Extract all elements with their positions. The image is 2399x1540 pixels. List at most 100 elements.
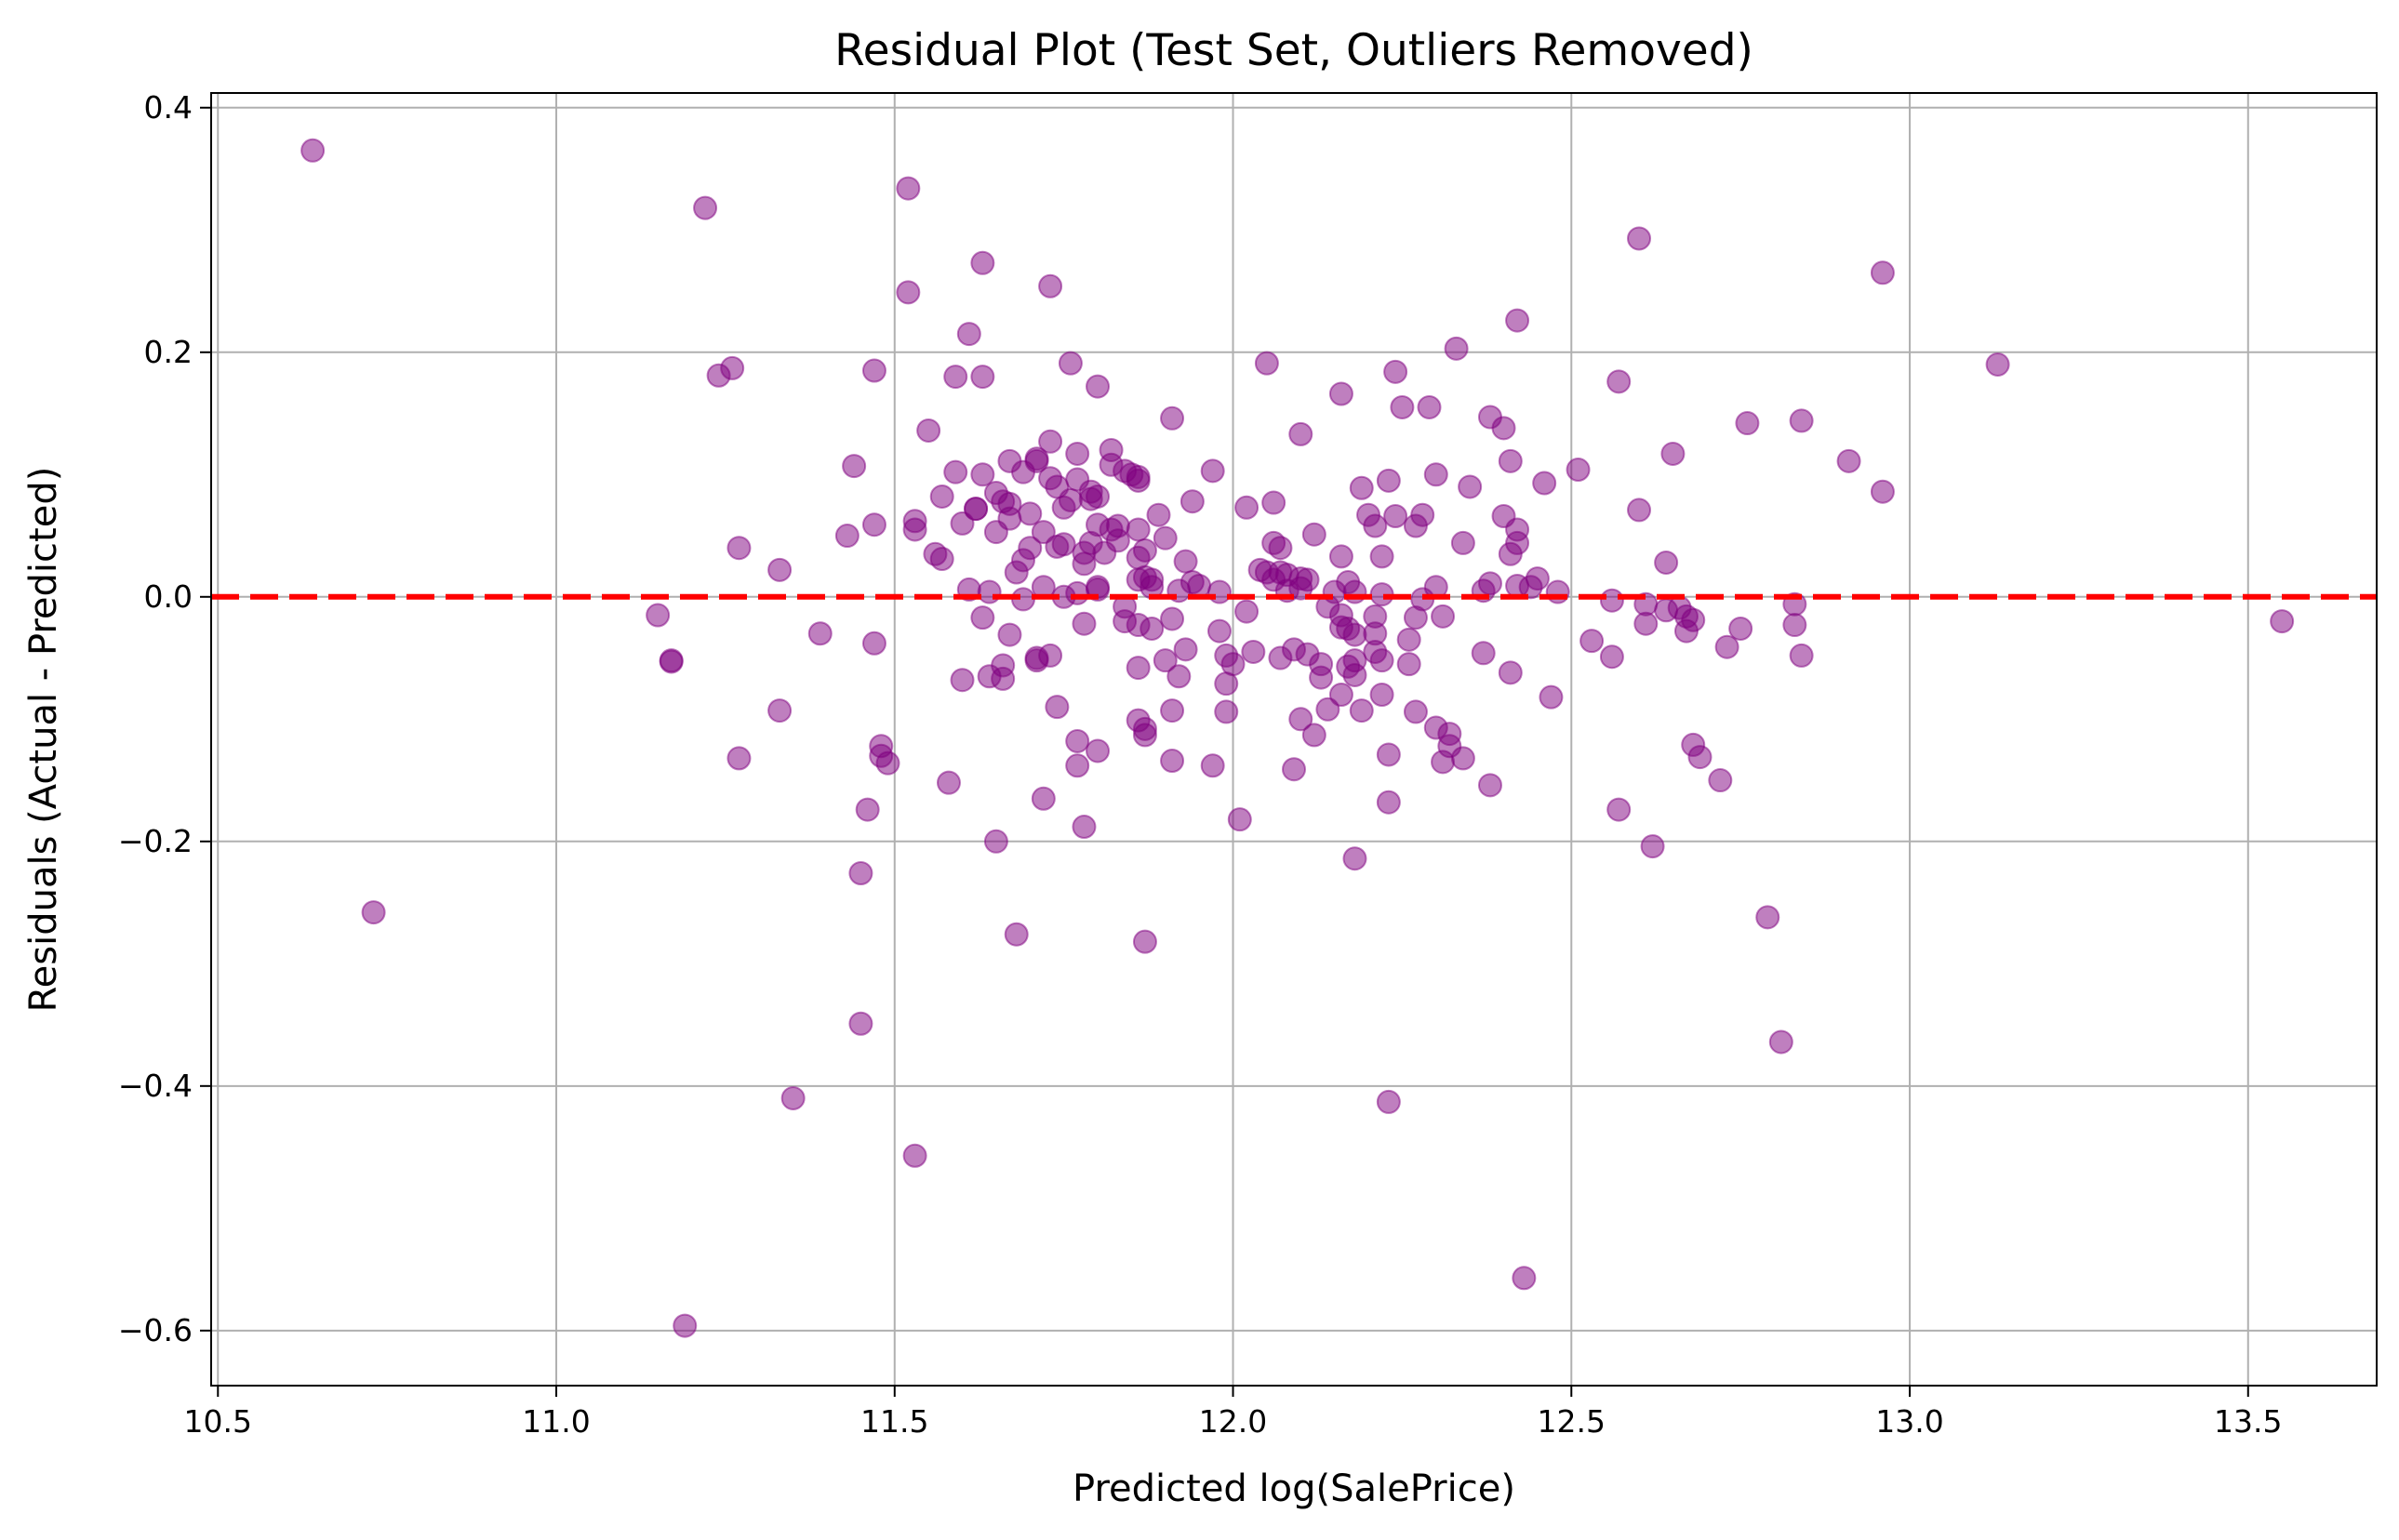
data-point	[1288, 421, 1313, 446]
data-point	[1045, 695, 1070, 720]
data-point	[1687, 745, 1713, 770]
data-point	[1633, 611, 1659, 636]
data-point	[1545, 579, 1570, 604]
data-point	[1254, 351, 1279, 376]
data-point	[361, 900, 386, 925]
data-point	[943, 459, 968, 485]
data-point	[1160, 606, 1185, 631]
data-point	[1086, 738, 1111, 763]
data-point	[1342, 622, 1367, 647]
data-point	[1471, 641, 1496, 666]
data-point	[1599, 588, 1624, 613]
data-point	[1038, 273, 1063, 299]
data-point	[1417, 394, 1442, 419]
data-point	[1627, 498, 1652, 523]
data-point	[1206, 579, 1232, 604]
data-point	[1363, 621, 1388, 646]
data-point	[1328, 683, 1353, 708]
data-point	[950, 668, 975, 693]
data-point	[1004, 922, 1029, 947]
data-point	[902, 517, 927, 542]
data-point	[1065, 580, 1090, 605]
data-point	[1627, 226, 1652, 251]
data-point	[1349, 698, 1374, 724]
data-point	[1018, 501, 1043, 526]
data-point	[1058, 487, 1083, 512]
data-point	[1782, 613, 1807, 638]
data-point	[861, 631, 886, 656]
data-point	[1038, 643, 1063, 668]
data-point	[1234, 495, 1259, 520]
x-tick-label: 12.0	[1199, 1403, 1267, 1440]
data-point	[1126, 517, 1151, 542]
data-point	[970, 605, 995, 631]
data-point	[1051, 532, 1076, 557]
data-point	[1328, 544, 1353, 569]
data-point	[1606, 369, 1632, 394]
data-point	[1396, 652, 1421, 677]
data-point	[1288, 707, 1313, 732]
data-point	[1261, 490, 1286, 515]
data-point	[2270, 609, 2295, 634]
data-point	[1234, 599, 1259, 624]
data-point	[726, 746, 752, 771]
data-point	[1126, 464, 1151, 489]
data-point	[991, 666, 1016, 691]
data-point	[834, 524, 860, 549]
data-point	[1410, 502, 1435, 527]
data-point	[1505, 517, 1530, 542]
data-point	[1458, 474, 1483, 499]
data-point	[673, 1313, 698, 1338]
data-point	[1654, 550, 1679, 575]
data-point	[1376, 468, 1401, 493]
data-point	[1369, 544, 1394, 569]
data-point	[1301, 723, 1326, 748]
data-point	[1512, 1266, 1537, 1291]
data-point	[1268, 536, 1293, 561]
data-point	[1498, 660, 1523, 685]
data-point	[970, 462, 995, 487]
data-point	[1606, 797, 1632, 822]
data-point	[1241, 639, 1266, 664]
y-tick-label: 0.4	[144, 89, 193, 126]
data-point	[646, 603, 671, 628]
data-point	[1146, 502, 1171, 527]
data-point	[1566, 458, 1591, 483]
data-point	[1105, 513, 1130, 538]
data-point	[1342, 648, 1367, 673]
data-point	[1160, 405, 1185, 431]
data-point	[807, 621, 833, 646]
data-point	[1836, 448, 1861, 473]
data-point	[1789, 408, 1814, 433]
data-point	[855, 797, 880, 822]
x-tick-label: 12.5	[1538, 1403, 1606, 1440]
data-point	[1173, 549, 1198, 574]
data-point	[1755, 905, 1780, 930]
data-point	[693, 195, 718, 220]
data-point	[1072, 611, 1097, 636]
data-point	[1444, 336, 1469, 361]
chart-title: Residual Plot (Test Set, Outliers Remove…	[834, 25, 1753, 76]
data-point	[1708, 768, 1733, 793]
y-axis-label: Residuals (Actual - Predicted)	[22, 467, 65, 1013]
data-point	[1525, 566, 1550, 591]
data-point	[983, 829, 1008, 854]
data-point	[848, 860, 873, 885]
data-point	[964, 497, 989, 522]
data-point	[1200, 458, 1225, 484]
data-point	[1180, 489, 1205, 514]
data-point	[1640, 834, 1665, 859]
y-tick-label: −0.4	[118, 1068, 193, 1104]
data-point	[1579, 629, 1605, 654]
data-point	[1369, 648, 1394, 673]
data-point	[659, 649, 684, 674]
data-point	[977, 579, 1002, 604]
data-point	[1187, 573, 1212, 598]
data-point	[1477, 773, 1502, 798]
data-point	[720, 355, 745, 380]
x-tick-label: 11.0	[522, 1403, 590, 1440]
data-point	[1132, 538, 1157, 563]
data-point	[780, 1085, 806, 1110]
data-point	[1450, 746, 1475, 771]
